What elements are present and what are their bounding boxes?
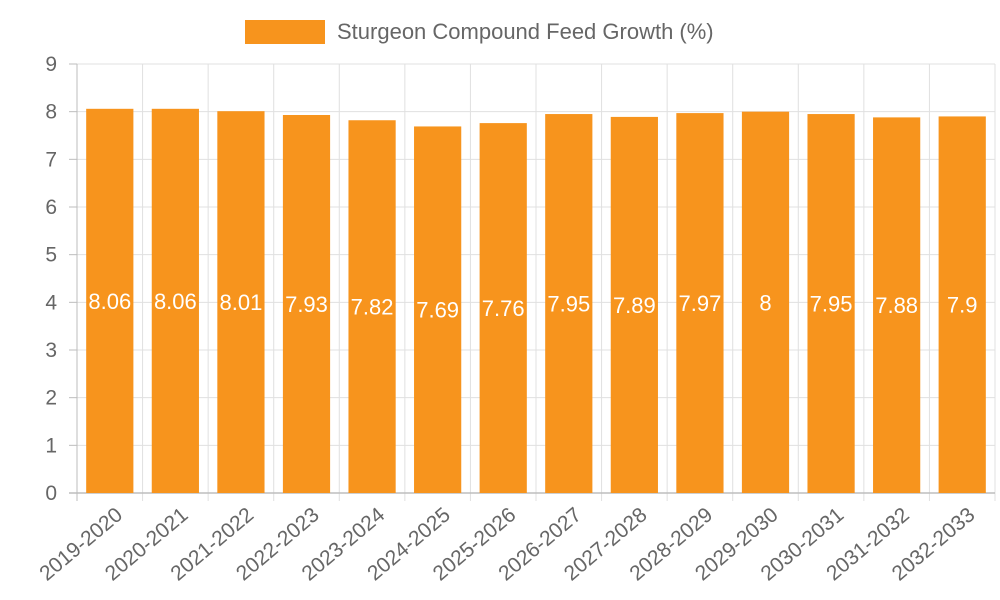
y-tick-label: 3 bbox=[45, 339, 57, 362]
data-label: 7.97 bbox=[679, 291, 722, 316]
legend[interactable]: Sturgeon Compound Feed Growth (%) bbox=[245, 19, 714, 44]
y-tick-label: 8 bbox=[45, 101, 57, 124]
legend-label[interactable]: Sturgeon Compound Feed Growth (%) bbox=[337, 19, 714, 44]
bar-2028-2029[interactable] bbox=[676, 113, 724, 493]
y-axis-ticks: 0 1 2 3 4 5 6 7 8 9 bbox=[45, 53, 57, 505]
data-label: 7.69 bbox=[416, 298, 459, 323]
data-label: 8.06 bbox=[154, 289, 197, 314]
data-label: 8.01 bbox=[220, 290, 263, 315]
y-tick-label: 4 bbox=[45, 291, 57, 314]
bar-2021-2022[interactable] bbox=[217, 111, 265, 493]
legend-swatch[interactable] bbox=[245, 20, 325, 44]
x-axis-ticks: 2019-20202020-20212021-20222022-20232023… bbox=[35, 503, 979, 585]
y-tick-label: 2 bbox=[45, 387, 57, 410]
data-label: 7.95 bbox=[547, 292, 590, 317]
data-label: 7.82 bbox=[351, 295, 394, 320]
bar-2025-2026[interactable] bbox=[479, 123, 527, 494]
bar-2022-2023[interactable] bbox=[282, 115, 331, 494]
data-label: 7.93 bbox=[285, 292, 328, 317]
data-label: 7.9 bbox=[947, 293, 978, 318]
grid-lines bbox=[77, 63, 996, 501]
data-label: 8 bbox=[759, 290, 771, 315]
bar-2031-2032[interactable] bbox=[873, 117, 921, 494]
bar-2019-2020[interactable] bbox=[86, 108, 134, 493]
bar-2020-2021[interactable] bbox=[151, 108, 199, 493]
data-label: 7.76 bbox=[482, 296, 525, 321]
bar-2030-2031[interactable] bbox=[807, 114, 855, 494]
y-tick-label: 6 bbox=[45, 196, 57, 219]
data-label: 7.89 bbox=[613, 293, 656, 318]
bar-2027-2028[interactable] bbox=[610, 116, 658, 493]
bar-2023-2024[interactable] bbox=[348, 120, 396, 493]
bar-2032-2033[interactable] bbox=[938, 116, 986, 493]
bar-2026-2027[interactable] bbox=[545, 114, 593, 494]
data-label: 7.95 bbox=[810, 292, 853, 317]
y-tick-label: 5 bbox=[45, 244, 57, 267]
bar-2024-2025[interactable] bbox=[414, 126, 462, 494]
data-label: 7.88 bbox=[875, 293, 918, 318]
y-tick-label: 9 bbox=[45, 53, 57, 76]
data-labels: 8.06 8.06 8.01 7.93 7.82 7.69 7.76 7.95 7.89 7.97… bbox=[88, 289, 977, 323]
y-tick-label: 0 bbox=[45, 482, 57, 505]
bars bbox=[86, 108, 986, 494]
data-label: 8.06 bbox=[88, 289, 131, 314]
y-tick-label: 7 bbox=[45, 148, 57, 171]
y-tick-label: 1 bbox=[45, 434, 57, 457]
bar-2029-2030[interactable] bbox=[741, 111, 790, 494]
